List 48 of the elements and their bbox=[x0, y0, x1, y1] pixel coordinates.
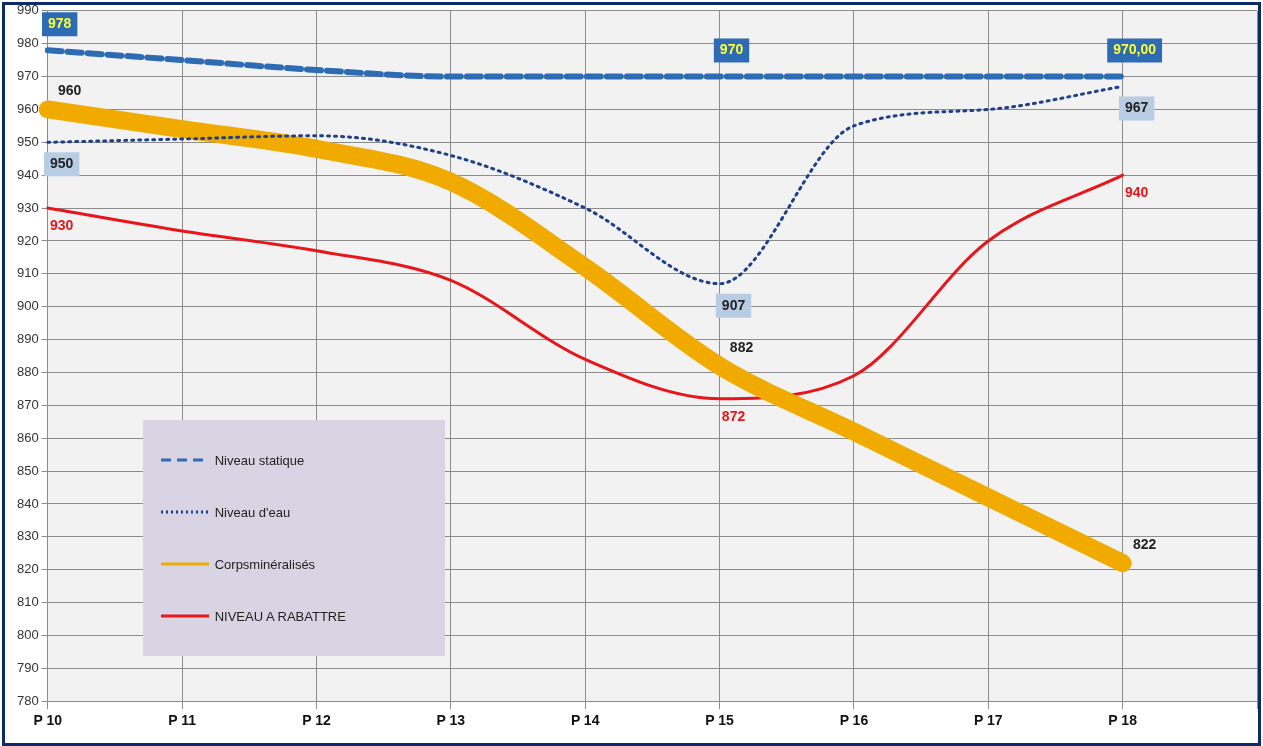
data-label: 950 bbox=[50, 155, 74, 172]
data-label: 940 bbox=[1124, 184, 1149, 201]
data-label: 872 bbox=[721, 407, 746, 424]
y-tick-label: 850 bbox=[16, 462, 39, 478]
legend-label: NIVEAU A RABATTRE bbox=[214, 608, 346, 624]
y-tick-label: 870 bbox=[16, 396, 39, 412]
x-tick-label: P 18 bbox=[1108, 712, 1138, 729]
y-tick-label: 900 bbox=[16, 298, 39, 314]
y-tick-label: 840 bbox=[16, 495, 39, 511]
y-tick-label: 860 bbox=[16, 429, 39, 445]
y-tick-label: 890 bbox=[16, 331, 39, 347]
y-tick-label: 830 bbox=[16, 528, 39, 544]
x-tick-label: P 12 bbox=[302, 712, 331, 729]
y-tick-label: 930 bbox=[16, 199, 39, 215]
y-tick-label: 980 bbox=[16, 35, 39, 51]
x-tick-label: P 10 bbox=[33, 712, 63, 729]
data-label: 978 bbox=[48, 15, 72, 32]
data-label: 967 bbox=[1124, 99, 1149, 116]
x-tick-label: P 11 bbox=[168, 712, 197, 729]
y-tick-label: 880 bbox=[16, 364, 39, 380]
x-tick-label: P 15 bbox=[705, 712, 735, 729]
data-label: 960 bbox=[58, 82, 82, 99]
legend-label: Corpsminéralisés bbox=[214, 556, 316, 572]
y-tick-label: 910 bbox=[16, 265, 39, 281]
legend-label: Niveau statique bbox=[214, 452, 305, 468]
legend-label: Niveau d'eau bbox=[214, 504, 291, 520]
y-tick-label: 970 bbox=[16, 68, 39, 84]
y-tick-label: 790 bbox=[16, 659, 39, 675]
y-tick-label: 990 bbox=[16, 2, 39, 18]
y-tick-label: 780 bbox=[16, 692, 39, 708]
x-tick-label: P 14 bbox=[570, 712, 600, 729]
data-label: 970 bbox=[719, 41, 744, 58]
y-tick-label: 920 bbox=[16, 232, 39, 248]
x-tick-label: P 16 bbox=[839, 712, 869, 729]
data-label: 930 bbox=[50, 216, 74, 233]
data-label: 907 bbox=[721, 296, 746, 313]
data-label: 822 bbox=[1132, 535, 1157, 552]
data-label: 882 bbox=[729, 338, 754, 355]
y-tick-label: 810 bbox=[16, 594, 39, 610]
data-label: 970,00 bbox=[1113, 41, 1157, 58]
line-series bbox=[46, 173, 1125, 401]
y-tick-label: 820 bbox=[16, 561, 39, 577]
y-tick-label: 940 bbox=[16, 166, 39, 182]
x-tick-label: P 17 bbox=[973, 712, 1003, 729]
x-tick-label: P 13 bbox=[436, 712, 466, 729]
y-tick-label: 960 bbox=[16, 101, 39, 117]
y-tick-label: 950 bbox=[16, 133, 39, 149]
y-tick-label: 800 bbox=[16, 627, 39, 643]
